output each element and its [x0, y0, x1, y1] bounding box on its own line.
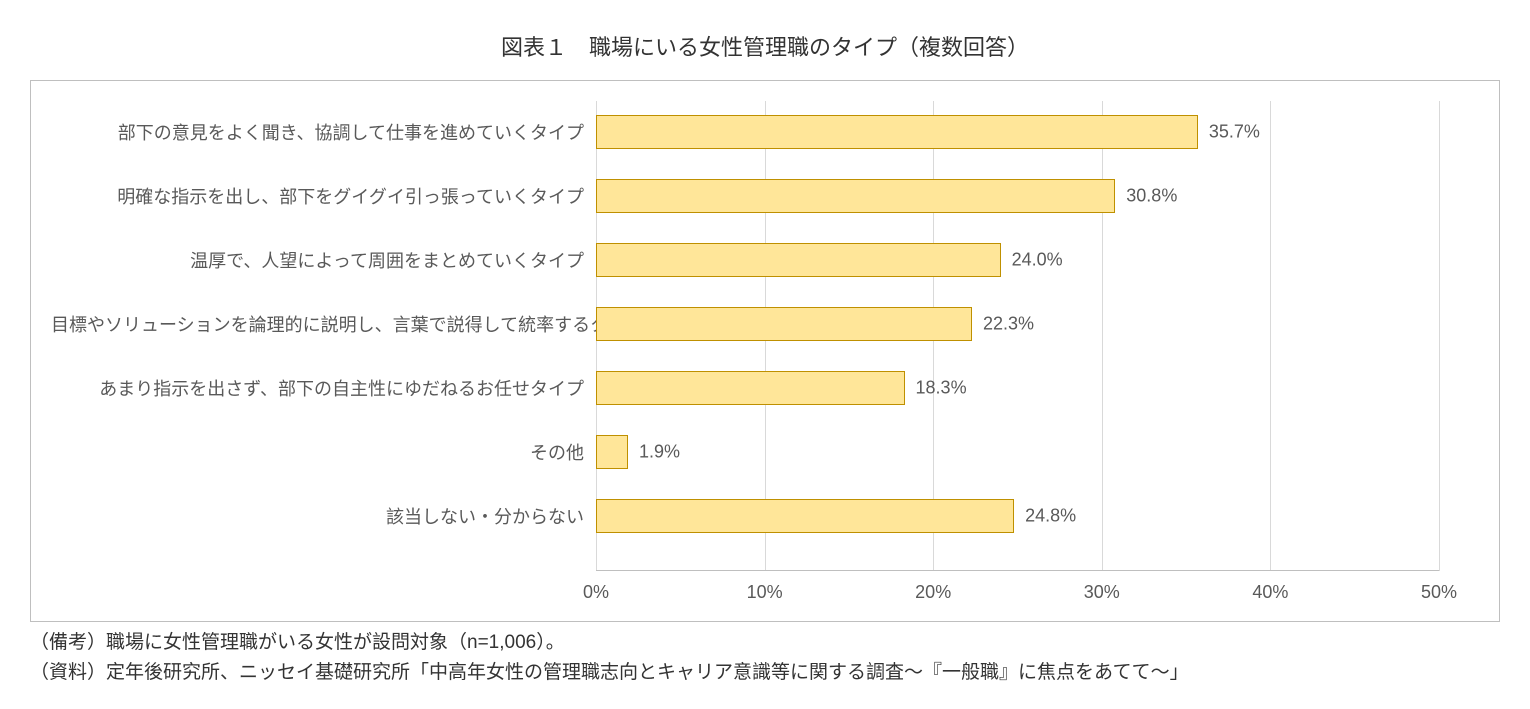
category-label: その他 — [51, 439, 596, 465]
bar-area: 18.3% — [596, 369, 1439, 407]
chart-row: その他1.9% — [51, 433, 1439, 471]
chart-frame: 部下の意見をよく聞き、協調して仕事を進めていくタイプ35.7%明確な指示を出し、… — [30, 80, 1500, 622]
category-label: 該当しない・分からない — [51, 503, 596, 529]
footnote-1: （備考）職場に女性管理職がいる女性が設問対象（n=1,006）。 — [30, 628, 1500, 658]
bar-area: 24.8% — [596, 497, 1439, 535]
x-tick-label: 30% — [1084, 582, 1120, 603]
x-tick-label: 0% — [583, 582, 609, 603]
footnotes: （備考）職場に女性管理職がいる女性が設問対象（n=1,006）。 （資料）定年後… — [30, 628, 1500, 689]
x-tick-label: 50% — [1421, 582, 1457, 603]
chart-title: 図表１ 職場にいる女性管理職のタイプ（複数回答） — [30, 30, 1500, 62]
category-label: あまり指示を出さず、部下の自主性にゆだねるお任せタイプ — [51, 375, 596, 401]
bar-area: 22.3% — [596, 305, 1439, 343]
chart-row: 温厚で、人望によって周囲をまとめていくタイプ24.0% — [51, 241, 1439, 279]
bar: 24.0% — [596, 243, 1001, 277]
bar: 22.3% — [596, 307, 972, 341]
category-label: 目標やソリューションを論理的に説明し、言葉で説得して統率するタイプ — [51, 311, 596, 337]
value-label: 35.7% — [1209, 122, 1260, 143]
chart-row: 部下の意見をよく聞き、協調して仕事を進めていくタイプ35.7% — [51, 113, 1439, 151]
value-label: 30.8% — [1126, 186, 1177, 207]
value-label: 24.8% — [1025, 506, 1076, 527]
x-tick-label: 20% — [915, 582, 951, 603]
bar-area: 30.8% — [596, 177, 1439, 215]
value-label: 22.3% — [983, 314, 1034, 335]
value-label: 24.0% — [1012, 250, 1063, 271]
x-tick-label: 40% — [1252, 582, 1288, 603]
chart-row: 明確な指示を出し、部下をグイグイ引っ張っていくタイプ30.8% — [51, 177, 1439, 215]
bar: 35.7% — [596, 115, 1198, 149]
plot-area: 部下の意見をよく聞き、協調して仕事を進めていくタイプ35.7%明確な指示を出し、… — [51, 101, 1479, 611]
chart-row: あまり指示を出さず、部下の自主性にゆだねるお任せタイプ18.3% — [51, 369, 1439, 407]
value-label: 1.9% — [639, 442, 680, 463]
category-label: 温厚で、人望によって周囲をまとめていくタイプ — [51, 247, 596, 273]
x-axis-baseline — [596, 570, 1439, 571]
category-label: 明確な指示を出し、部下をグイグイ引っ張っていくタイプ — [51, 183, 596, 209]
chart-row: 目標やソリューションを論理的に説明し、言葉で説得して統率するタイプ22.3% — [51, 305, 1439, 343]
bar-area: 24.0% — [596, 241, 1439, 279]
bar-area: 1.9% — [596, 433, 1439, 471]
gridline — [1439, 101, 1440, 571]
footnote-2: （資料）定年後研究所、ニッセイ基礎研究所「中高年女性の管理職志向とキャリア意識等… — [30, 658, 1500, 688]
bar: 18.3% — [596, 371, 905, 405]
bar: 24.8% — [596, 499, 1014, 533]
category-label: 部下の意見をよく聞き、協調して仕事を進めていくタイプ — [51, 119, 596, 145]
bar: 30.8% — [596, 179, 1115, 213]
x-tick-label: 10% — [747, 582, 783, 603]
bar: 1.9% — [596, 435, 628, 469]
chart-row: 該当しない・分からない24.8% — [51, 497, 1439, 535]
bar-area: 35.7% — [596, 113, 1439, 151]
value-label: 18.3% — [916, 378, 967, 399]
